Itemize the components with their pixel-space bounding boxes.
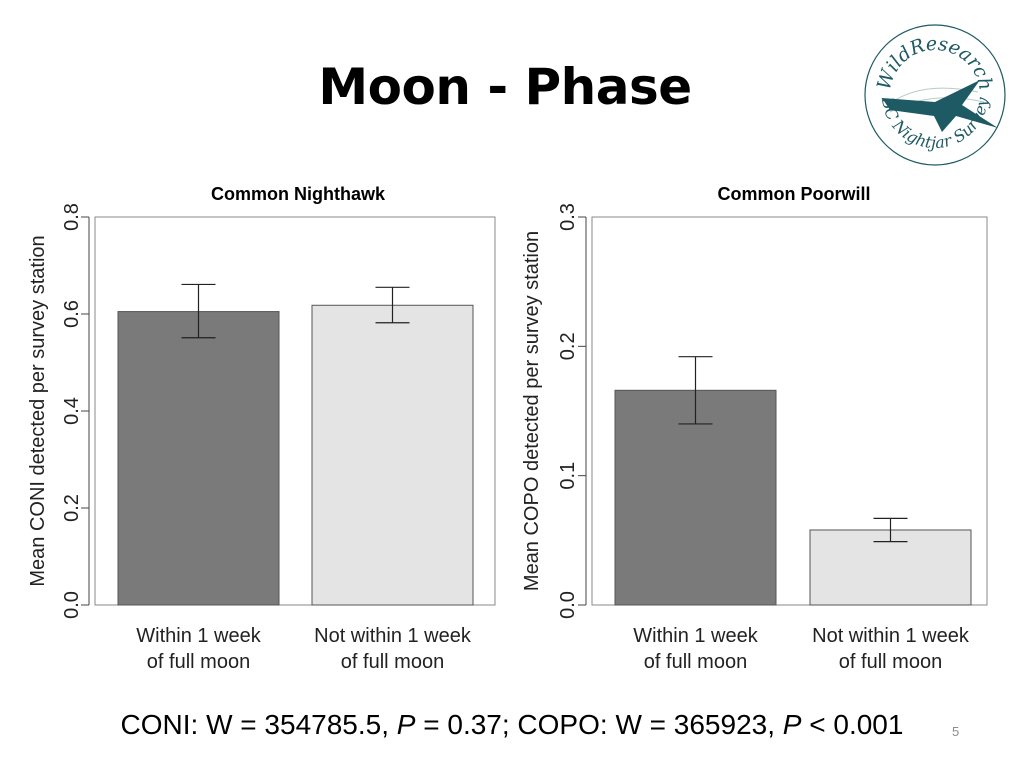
category-label-right-1: of full moon xyxy=(644,651,747,673)
bar-left-1 xyxy=(117,311,280,606)
bar-left-2 xyxy=(311,304,474,606)
y-tick-label-left: 0.4 xyxy=(61,397,83,425)
slide-number: 5 xyxy=(952,724,960,739)
footer-p2: P xyxy=(782,709,802,740)
footer-p1: P xyxy=(396,709,416,740)
plot-frame-left xyxy=(94,216,496,606)
category-label-left-1: Within 1 week xyxy=(136,625,261,647)
bar-right-2 xyxy=(809,529,972,606)
slide-title: Moon - Phase xyxy=(318,58,692,116)
category-label-left-2: of full moon xyxy=(341,651,444,673)
plot-frame-right xyxy=(591,216,988,606)
y-tick-label-left: 0.2 xyxy=(61,494,83,522)
y-tick-label-right: 0.3 xyxy=(557,203,579,231)
y-tick-label-left: 0.0 xyxy=(61,591,83,619)
footer-part2: = 0.37; COPO: W = 365923, xyxy=(415,709,783,740)
wildresearch-logo: WildResearch BC Nightjar Survey xyxy=(864,24,1006,166)
y-tick-label-left: 0.8 xyxy=(61,203,83,231)
y-tick-label-right: 0.2 xyxy=(557,332,579,360)
chart-title-right: Common Poorwill xyxy=(717,184,871,204)
y-axis-label-left: Mean CONI detected per survey station xyxy=(27,235,49,586)
nightjar-bird-icon xyxy=(882,80,998,132)
category-label-right-2: of full moon xyxy=(839,651,942,673)
y-tick-label-right: 0.1 xyxy=(557,462,579,490)
footer-statistics: CONI: W = 354785.5, P = 0.37; COPO: W = … xyxy=(0,705,1024,745)
bar-right-1 xyxy=(614,389,777,606)
y-tick-label-right: 0.0 xyxy=(557,591,579,619)
y-tick-label-left: 0.6 xyxy=(61,300,83,328)
footer-part3: < 0.001 xyxy=(801,709,904,740)
category-label-right-1: Within 1 week xyxy=(633,625,758,647)
category-label-right-2: Not within 1 week xyxy=(812,625,970,647)
y-axis-label-right: Mean COPO detected per survey station xyxy=(521,231,543,591)
category-label-left-1: of full moon xyxy=(147,651,250,673)
footer-part1: CONI: W = 354785.5, xyxy=(120,709,397,740)
category-label-left-2: Not within 1 week xyxy=(314,625,472,647)
chart-title-left: Common Nighthawk xyxy=(211,184,385,204)
